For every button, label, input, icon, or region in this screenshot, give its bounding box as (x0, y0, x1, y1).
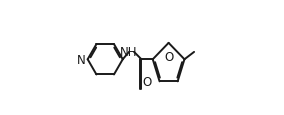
Text: O: O (164, 50, 173, 63)
Text: N: N (77, 53, 85, 66)
Text: NH: NH (120, 46, 138, 59)
Text: O: O (143, 75, 152, 88)
